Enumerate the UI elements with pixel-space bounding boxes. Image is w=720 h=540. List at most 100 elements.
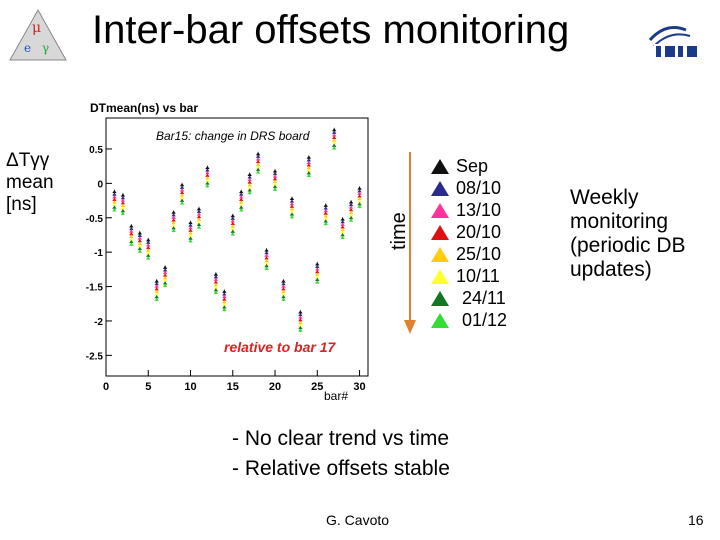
data-point — [255, 152, 261, 156]
data-point — [331, 146, 337, 150]
data-point — [120, 206, 126, 210]
data-point — [213, 275, 219, 279]
data-point — [196, 212, 202, 216]
data-point — [281, 279, 286, 283]
data-point — [281, 292, 286, 296]
data-point — [230, 224, 235, 228]
data-point — [146, 245, 151, 250]
data-point — [188, 239, 193, 243]
legend: Sep 08/10 13/10 20/10 25/10 10/11 24/11 01/12 — [428, 156, 558, 332]
bar-point-group — [230, 213, 235, 236]
bar-point-group — [188, 220, 193, 243]
data-point — [255, 157, 261, 161]
data-point — [196, 217, 202, 221]
data-point — [281, 284, 286, 288]
data-point — [306, 173, 312, 177]
data-point — [315, 270, 320, 274]
data-point — [222, 289, 227, 293]
bar-point-group — [171, 210, 176, 233]
offsets-chart: 0 5 10 15 20 25 30 0.5 0 -0.5 -1 -1.5 -2 -2.5 DTmean(… — [86, 101, 369, 402]
y-tick-label: -0.5 — [86, 214, 104, 225]
data-point — [205, 165, 210, 170]
data-point — [129, 224, 134, 228]
bar-point-group — [264, 248, 269, 271]
bar-point-group — [247, 172, 252, 195]
data-point — [213, 272, 219, 276]
y-tick-label: 0.5 — [89, 145, 103, 156]
data-point — [205, 178, 210, 183]
data-point — [348, 200, 354, 204]
legend-item: 13/10 — [428, 200, 558, 222]
data-point — [154, 279, 159, 283]
data-point — [247, 172, 252, 176]
data-point — [315, 272, 320, 276]
data-point — [120, 209, 126, 213]
data-point — [196, 214, 202, 219]
svg-text:μ: μ — [32, 20, 41, 36]
data-point — [323, 208, 328, 213]
data-point — [205, 171, 210, 175]
data-point — [222, 297, 227, 301]
data-point — [281, 287, 286, 291]
data-point — [289, 199, 295, 203]
bar-point-group — [179, 182, 185, 205]
data-point — [137, 233, 143, 238]
data-point — [239, 200, 244, 204]
data-point — [196, 207, 202, 211]
data-point — [222, 300, 227, 304]
data-point — [162, 265, 168, 269]
x-tick-label: 20 — [269, 381, 281, 393]
data-point — [205, 176, 210, 180]
data-point — [323, 203, 328, 207]
data-point — [154, 282, 159, 286]
svg-text:γ: γ — [42, 41, 49, 55]
data-point — [255, 165, 261, 169]
data-point — [298, 318, 303, 322]
weekly-note-line: Weekly — [570, 186, 639, 209]
data-point — [230, 219, 235, 223]
data-point — [272, 174, 278, 178]
data-point — [230, 227, 235, 231]
legend-label: 13/10 — [456, 200, 502, 220]
bar-point-group — [348, 199, 354, 222]
data-point — [272, 187, 278, 191]
x-axis-label: bar# — [324, 389, 348, 402]
data-point — [298, 323, 303, 327]
data-point — [247, 183, 252, 187]
data-point — [298, 315, 303, 319]
data-point — [315, 267, 320, 271]
data-point — [129, 237, 134, 241]
legend-item: 20/10 — [428, 222, 558, 244]
data-point — [348, 218, 354, 222]
bar-point-group — [272, 168, 278, 191]
data-point — [154, 295, 159, 299]
data-point — [306, 155, 312, 159]
data-point — [357, 196, 362, 201]
data-point — [120, 196, 126, 200]
data-point — [247, 180, 252, 184]
data-point — [146, 251, 151, 255]
data-point — [112, 200, 117, 204]
data-point — [188, 233, 193, 238]
data-point — [306, 163, 312, 167]
data-point — [129, 232, 134, 236]
data-point — [315, 280, 320, 284]
data-point — [264, 258, 269, 263]
x-tick-label: 10 — [184, 381, 196, 393]
data-point — [247, 175, 252, 179]
bar-point-group — [340, 217, 345, 240]
data-point — [146, 248, 151, 252]
data-point — [205, 181, 210, 185]
data-point — [306, 168, 312, 172]
data-point — [298, 312, 303, 317]
data-point — [315, 262, 320, 266]
data-point — [129, 234, 134, 238]
drs-annotation: Bar15: change in DRS board — [156, 129, 310, 143]
bar-point-group — [146, 237, 151, 260]
weekly-note: Weekly monitoring (periodic DB updates) — [570, 186, 686, 282]
data-point — [179, 188, 185, 192]
data-point — [289, 207, 295, 211]
data-point — [340, 227, 345, 232]
bar-point-group — [289, 196, 295, 219]
legend-label: 24/11 — [462, 288, 506, 308]
